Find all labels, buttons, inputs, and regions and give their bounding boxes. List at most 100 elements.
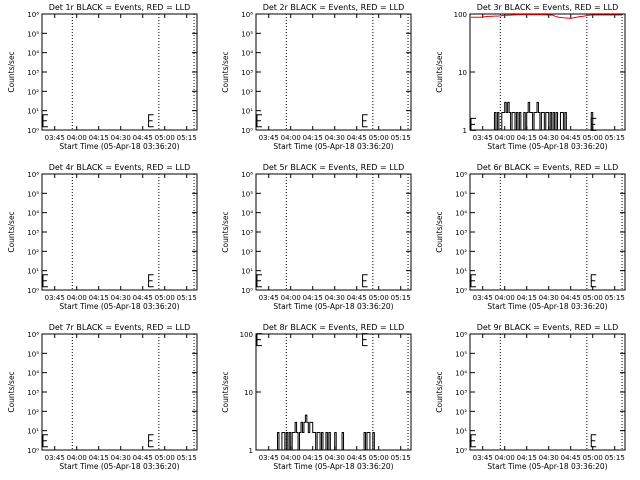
y-tick-label: 10⁰ <box>455 447 467 455</box>
y-tick-label: 10⁶ <box>455 331 467 339</box>
x-tick-label: 05:15 <box>605 134 625 142</box>
error-bar-marker <box>257 334 262 346</box>
y-tick-label: 10⁴ <box>27 210 39 218</box>
error-bar-marker <box>471 275 476 287</box>
plot-frame <box>470 334 625 450</box>
error-bar-marker <box>591 275 596 287</box>
x-tick-label: 04:30 <box>325 294 345 302</box>
events-series-line <box>276 415 379 450</box>
error-bar-marker <box>43 435 48 447</box>
y-axis-label: Counts/sec <box>435 371 444 412</box>
x-axis-label: Start Time (05-Apr-18 03:36:20) <box>487 302 607 311</box>
error-bar-marker <box>149 275 154 287</box>
x-tick-label: 04:45 <box>561 454 581 462</box>
x-tick-label: 03:45 <box>45 134 65 142</box>
y-tick-label: 10⁰ <box>455 287 467 295</box>
x-tick-label: 05:00 <box>369 294 389 302</box>
y-tick-label: 10² <box>27 248 39 256</box>
y-tick-label: 1 <box>463 127 467 135</box>
y-tick-label: 10² <box>241 88 253 96</box>
y-tick-label: 10 <box>458 69 467 77</box>
error-bar-marker <box>43 275 48 287</box>
y-tick-label: 10³ <box>27 389 39 397</box>
x-tick-label: 04:00 <box>67 294 87 302</box>
error-bar-marker <box>591 435 596 447</box>
y-tick-label: 10⁰ <box>27 287 39 295</box>
x-tick-label: 04:00 <box>495 134 515 142</box>
events-series-line <box>493 102 593 130</box>
x-tick-label: 03:45 <box>473 294 493 302</box>
x-tick-label: 04:15 <box>517 454 537 462</box>
x-tick-label: 05:15 <box>177 134 197 142</box>
y-tick-label: 10² <box>27 88 39 96</box>
x-tick-label: 05:15 <box>177 454 197 462</box>
y-tick-label: 10² <box>241 248 253 256</box>
y-tick-label: 10 <box>244 389 253 397</box>
panel-title: Det 2r BLACK = Events, RED = LLD <box>263 3 405 12</box>
error-bar-marker <box>471 435 476 447</box>
y-tick-label: 10¹ <box>241 268 253 276</box>
x-tick-label: 05:00 <box>369 454 389 462</box>
x-tick-label: 04:30 <box>325 454 345 462</box>
y-tick-label: 10⁰ <box>241 127 253 135</box>
x-tick-label: 04:45 <box>347 454 367 462</box>
x-axis-label: Start Time (05-Apr-18 03:36:20) <box>273 142 393 151</box>
y-tick-label: 100 <box>240 331 253 339</box>
x-tick-label: 04:15 <box>303 454 323 462</box>
y-tick-label: 10³ <box>455 389 467 397</box>
y-tick-label: 1 <box>249 447 253 455</box>
y-axis-label: Counts/sec <box>221 51 230 92</box>
x-tick-label: 04:15 <box>517 134 537 142</box>
y-tick-label: 10⁶ <box>27 11 39 19</box>
y-tick-label: 10² <box>455 248 467 256</box>
y-tick-label: 10³ <box>27 229 39 237</box>
x-axis-label: Start Time (05-Apr-18 03:36:20) <box>487 142 607 151</box>
x-tick-label: 04:00 <box>495 294 515 302</box>
x-tick-label: 03:45 <box>259 454 279 462</box>
y-tick-label: 10⁵ <box>27 350 39 358</box>
x-tick-label: 03:45 <box>45 454 65 462</box>
y-tick-label: 10⁴ <box>27 50 39 58</box>
x-tick-label: 05:15 <box>605 454 625 462</box>
x-tick-label: 04:15 <box>517 294 537 302</box>
x-tick-label: 04:30 <box>539 134 559 142</box>
x-tick-label: 04:30 <box>111 294 131 302</box>
plot-frame <box>42 14 197 130</box>
y-tick-label: 10⁶ <box>241 171 253 179</box>
y-tick-label: 10⁶ <box>241 11 253 19</box>
y-tick-label: 10⁵ <box>455 350 467 358</box>
y-axis-label: Counts/sec <box>221 211 230 252</box>
error-bar-marker <box>363 275 368 287</box>
x-tick-label: 05:15 <box>391 454 411 462</box>
panel-title: Det 6r BLACK = Events, RED = LLD <box>477 163 619 172</box>
x-tick-label: 04:15 <box>89 454 109 462</box>
x-tick-label: 03:45 <box>473 134 493 142</box>
lld-series-line <box>471 15 622 19</box>
y-tick-label: 10⁴ <box>241 50 253 58</box>
y-axis-label: Counts/sec <box>221 371 230 412</box>
x-axis-label: Start Time (05-Apr-18 03:36:20) <box>59 462 179 471</box>
y-tick-label: 10³ <box>241 69 253 77</box>
error-bar-marker <box>591 118 596 130</box>
x-tick-label: 04:00 <box>495 454 515 462</box>
plot-frame <box>42 174 197 290</box>
error-bar-marker <box>257 275 262 287</box>
panel-title: Det 8r BLACK = Events, RED = LLD <box>263 323 405 332</box>
y-tick-label: 10⁶ <box>455 171 467 179</box>
x-tick-label: 04:30 <box>539 294 559 302</box>
plot-frame <box>42 334 197 450</box>
x-tick-label: 04:45 <box>133 134 153 142</box>
x-axis-label: Start Time (05-Apr-18 03:36:20) <box>273 302 393 311</box>
y-tick-label: 10⁴ <box>455 210 467 218</box>
x-tick-label: 03:45 <box>259 134 279 142</box>
x-tick-label: 04:15 <box>89 294 109 302</box>
x-tick-label: 04:45 <box>133 454 153 462</box>
y-tick-label: 10² <box>27 408 39 416</box>
